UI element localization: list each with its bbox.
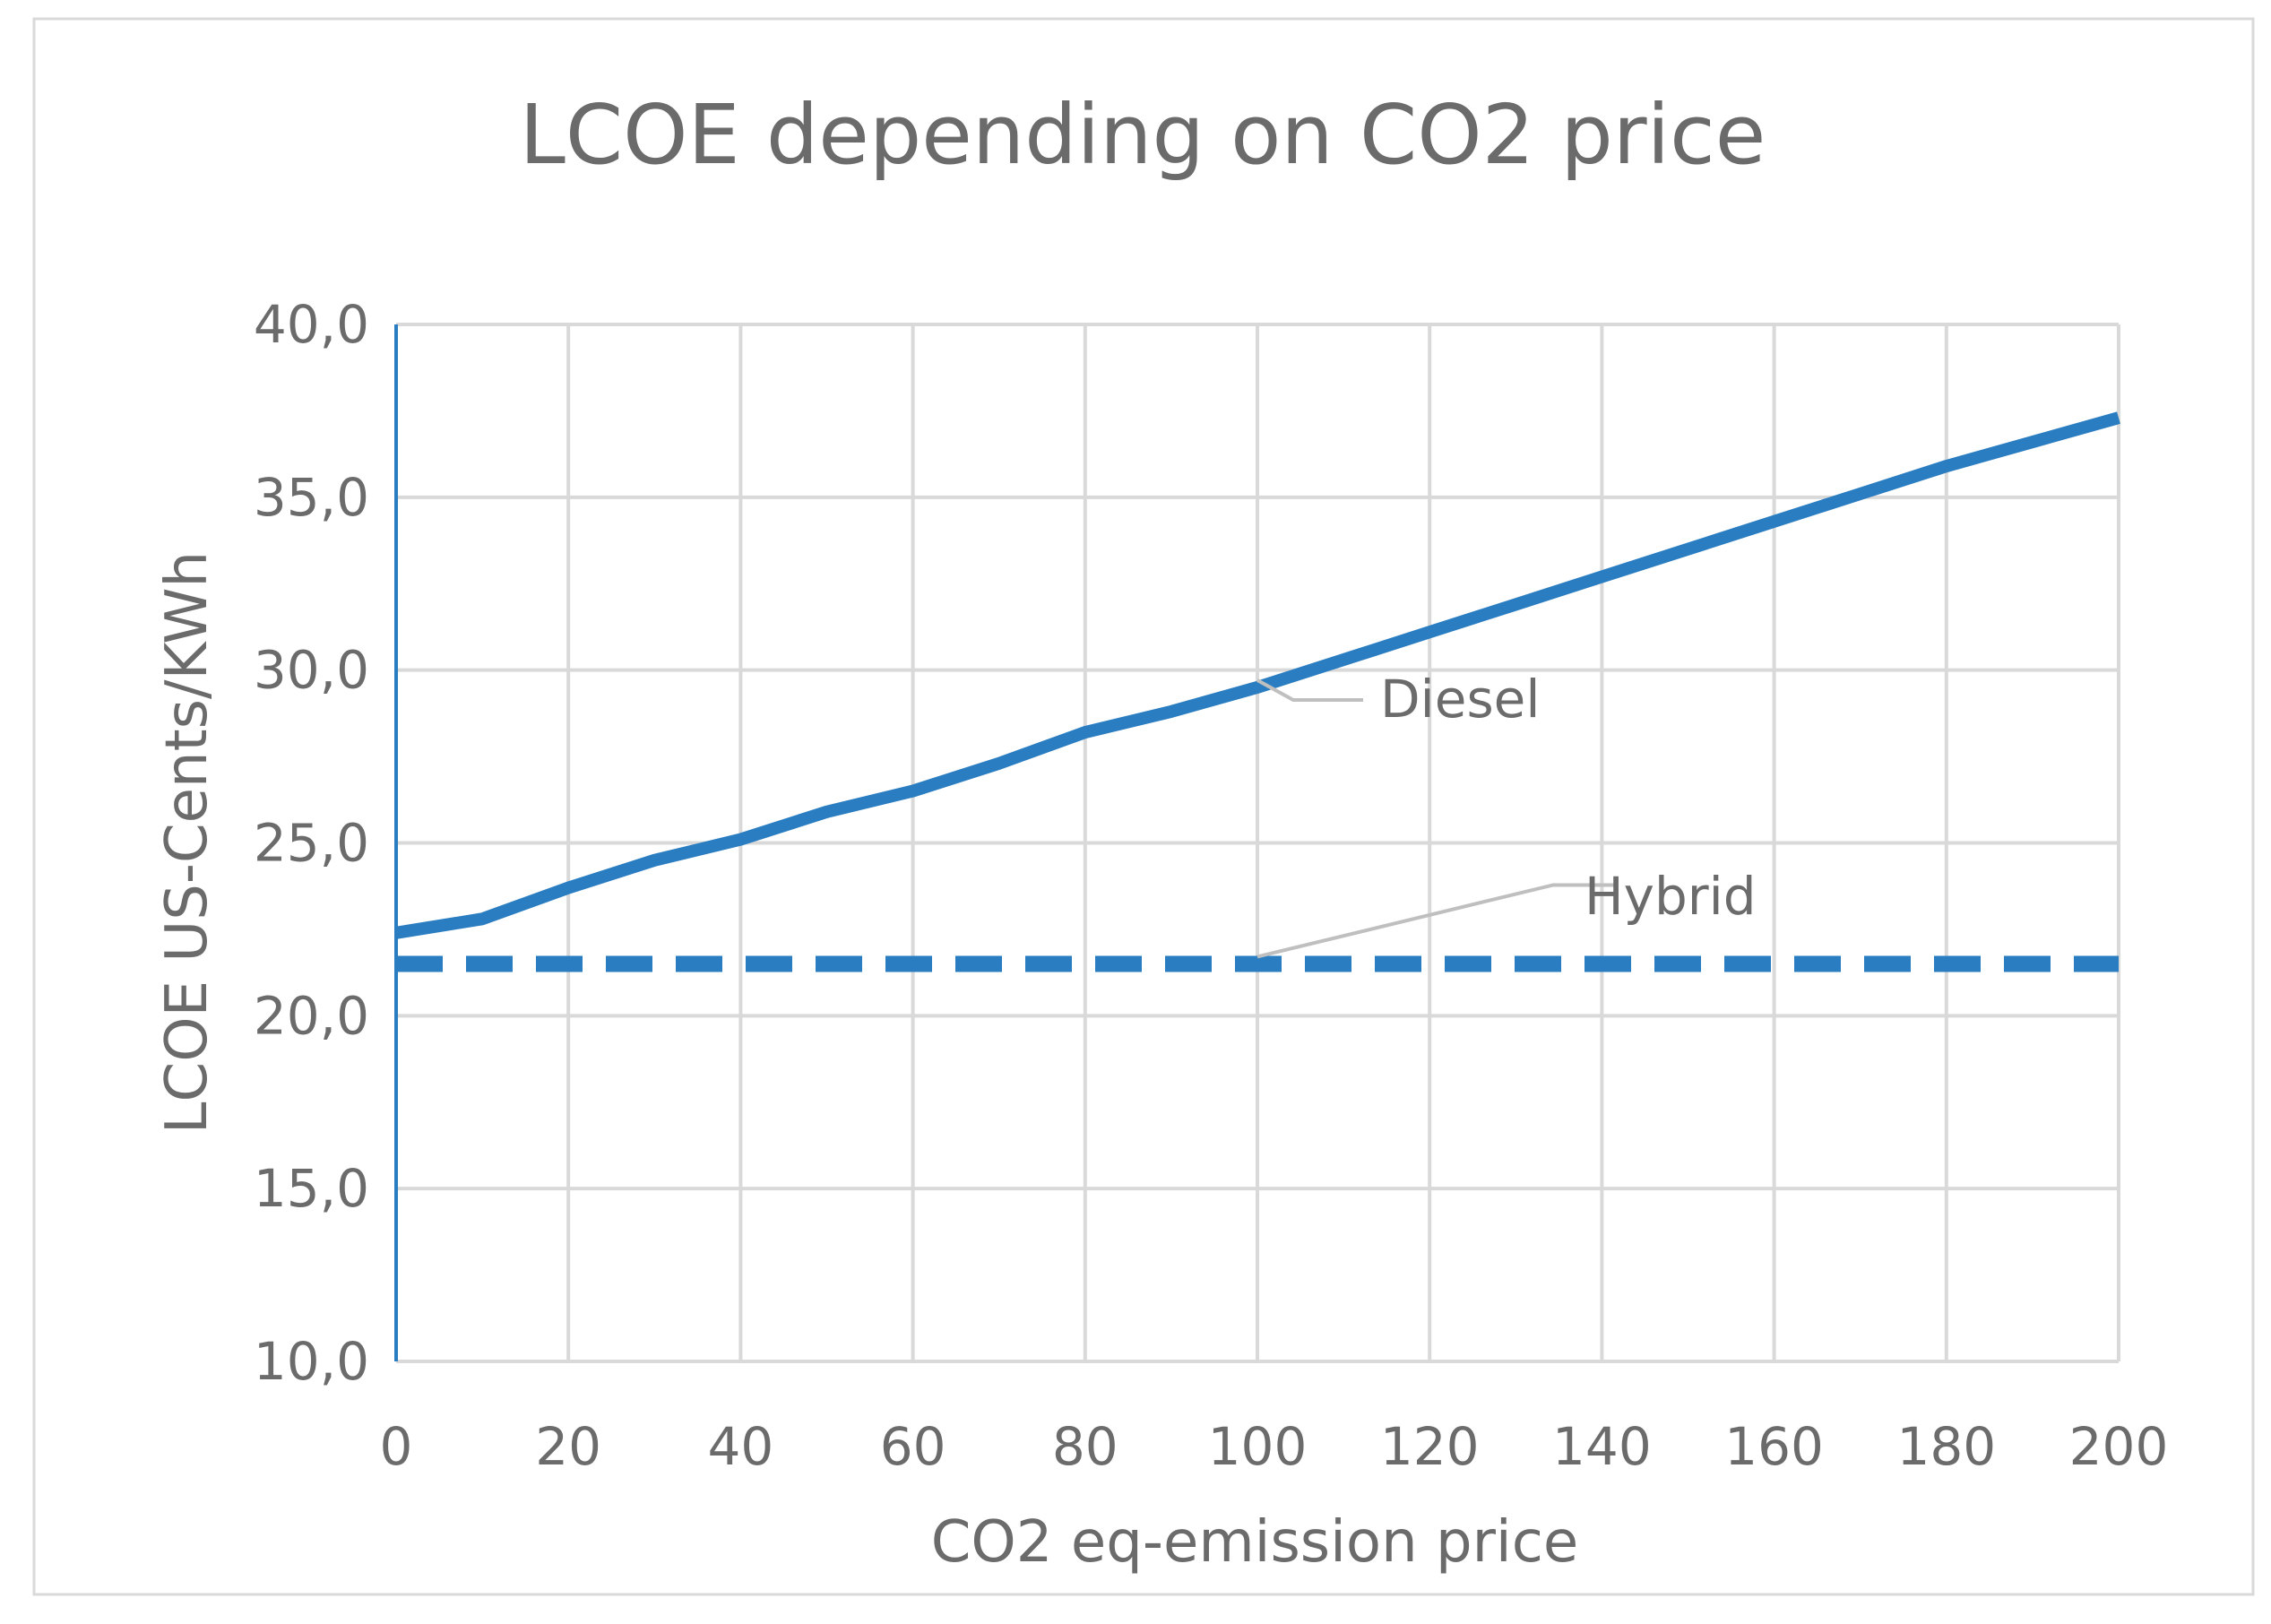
x-tick-label: 60 [880, 1416, 946, 1477]
x-tick-label: 200 [2069, 1416, 2169, 1477]
y-axis-title: LCOE US-Cents/KWh [154, 551, 220, 1134]
y-tick-label: 15,0 [254, 1158, 369, 1219]
x-tick-label: 80 [1052, 1416, 1118, 1477]
tick-labels: 0 20 40 60 80 100 120 140 160 180 200 10,0 15,0 20,0 2… [254, 294, 2169, 1477]
x-tick-label: 160 [1724, 1416, 1824, 1477]
y-tick-label: 20,0 [254, 985, 369, 1046]
y-tick-label: 30,0 [254, 640, 369, 701]
x-tick-label: 40 [707, 1416, 773, 1477]
grid-lines [394, 323, 2120, 1363]
chart-frame [32, 17, 2255, 1596]
series-line-diesel [394, 411, 2120, 939]
x-tick-label: 100 [1208, 1416, 1308, 1477]
data-label-hybrid: Hybrid [1585, 866, 1757, 927]
leader-line-hybrid [1256, 883, 1616, 959]
x-tick-label: 140 [1552, 1416, 1652, 1477]
x-tick-label: 20 [535, 1416, 601, 1477]
y-tick-label: 40,0 [254, 294, 369, 355]
annotation-layer: Diesel Hybrid [1256, 669, 1757, 959]
y-tick-label: 25,0 [254, 813, 369, 874]
chart-title: LCOE depending on CO2 price [520, 87, 1766, 183]
x-tick-label: 180 [1896, 1416, 1996, 1477]
y-tick-label: 10,0 [254, 1331, 369, 1392]
series-layer [394, 411, 2120, 972]
data-label-diesel: Diesel [1380, 669, 1540, 730]
y-tick-label: 35,0 [254, 467, 369, 528]
x-tick-label: 0 [380, 1416, 413, 1477]
x-axis-title: CO2 eq-emission price [931, 1509, 1579, 1576]
x-tick-label: 120 [1380, 1416, 1480, 1477]
leader-line-diesel [1256, 678, 1363, 702]
